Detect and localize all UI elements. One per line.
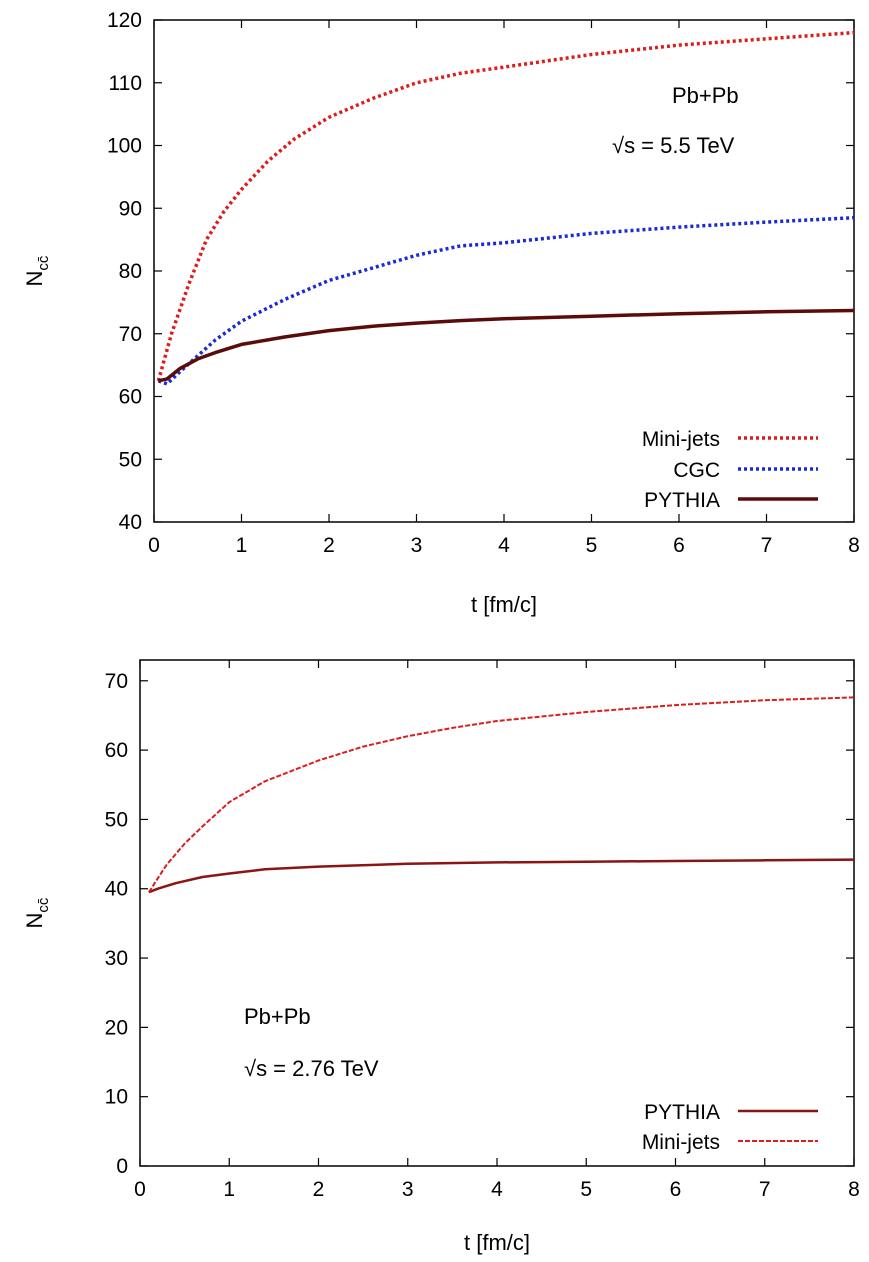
x-tick-label: 5 (586, 534, 598, 557)
y-tick-label: 10 (105, 1086, 128, 1109)
x-tick-label: 4 (498, 534, 510, 557)
x-tick-label: 2 (313, 1178, 325, 1201)
series-line-cgc (157, 215, 855, 386)
y-axis-label-top: Ncc̄ (22, 255, 52, 286)
series-line-pythia (158, 308, 855, 383)
y-tick-label: 80 (119, 260, 142, 283)
y-tick-label: 90 (119, 197, 142, 220)
x-tick-label: 8 (848, 534, 860, 557)
x-tick-label: 1 (236, 534, 248, 557)
x-axis-label-bottom: t [fm/c] (464, 1230, 530, 1255)
plot-frame-top (153, 19, 855, 523)
series-line-mini-jets (148, 696, 855, 893)
x-tick-label: 4 (491, 1178, 503, 1201)
y-tick-label: 50 (105, 808, 128, 831)
x-ticks-top: 0 1 2 3 4 5 6 7 8 (148, 20, 860, 557)
y-tick-label: 50 (119, 448, 142, 471)
y-tick-label: 60 (119, 386, 142, 409)
annotation-system-top: Pb+Pb (672, 83, 739, 108)
legend-label: PYTHIA (644, 1101, 720, 1124)
series-group-top (156, 30, 855, 386)
chart-top: 0 1 2 3 4 5 6 7 8 40 50 60 70 80 90 100 110 120 t [fm/c]… (22, 9, 860, 617)
x-tick-label: 2 (323, 534, 335, 557)
x-tick-label: 6 (673, 534, 685, 557)
y-tick-label: 40 (119, 511, 142, 534)
y-axis-label-bottom: Ncc̄ (22, 897, 52, 928)
legend-label: PYTHIA (644, 489, 720, 512)
x-ticks-bottom: 0 1 2 3 4 5 6 7 8 (134, 660, 860, 1201)
x-tick-label: 7 (759, 1178, 771, 1201)
series-line-mini-jets (156, 30, 855, 382)
y-tick-label: 70 (105, 670, 128, 693)
plot-frame-bottom (139, 659, 855, 1167)
x-tick-label: 3 (411, 534, 423, 557)
x-tick-label: 3 (402, 1178, 414, 1201)
legend-label: CGC (673, 459, 720, 482)
x-tick-label: 8 (848, 1178, 860, 1201)
y-tick-label: 20 (105, 1016, 128, 1039)
x-tick-label: 0 (134, 1178, 146, 1201)
y-tick-label: 0 (116, 1155, 128, 1178)
y-ticks-bottom: 0 10 20 30 40 50 60 70 (105, 670, 854, 1178)
legend-label: Mini-jets (642, 1131, 720, 1154)
series-group-bottom (148, 696, 855, 894)
x-tick-label: 7 (761, 534, 773, 557)
annotation-system-bottom: Pb+Pb (244, 1004, 311, 1029)
x-tick-label: 5 (580, 1178, 592, 1201)
x-tick-label: 6 (670, 1178, 682, 1201)
y-ticks-top: 40 50 60 70 80 90 100 110 120 (107, 9, 854, 534)
legend-bottom: PYTHIA Mini-jets (642, 1101, 818, 1154)
y-tick-label: 70 (119, 323, 142, 346)
annotation-energy-top: √s = 5.5 TeV (612, 133, 735, 158)
y-tick-label: 60 (105, 739, 128, 762)
legend-label: Mini-jets (642, 428, 720, 451)
x-tick-label: 0 (148, 534, 160, 557)
x-axis-label-top: t [fm/c] (471, 592, 537, 617)
x-tick-label: 1 (223, 1178, 235, 1201)
y-tick-label: 40 (105, 878, 128, 901)
y-tick-label: 30 (105, 947, 128, 970)
series-line-pythia (148, 858, 855, 894)
y-tick-label: 110 (109, 72, 142, 95)
y-tick-label: 100 (107, 135, 142, 158)
annotation-energy-bottom: √s = 2.76 TeV (244, 1056, 379, 1081)
y-tick-label: 120 (107, 9, 142, 32)
legend-top: Mini-jets CGC PYTHIA (642, 428, 818, 512)
